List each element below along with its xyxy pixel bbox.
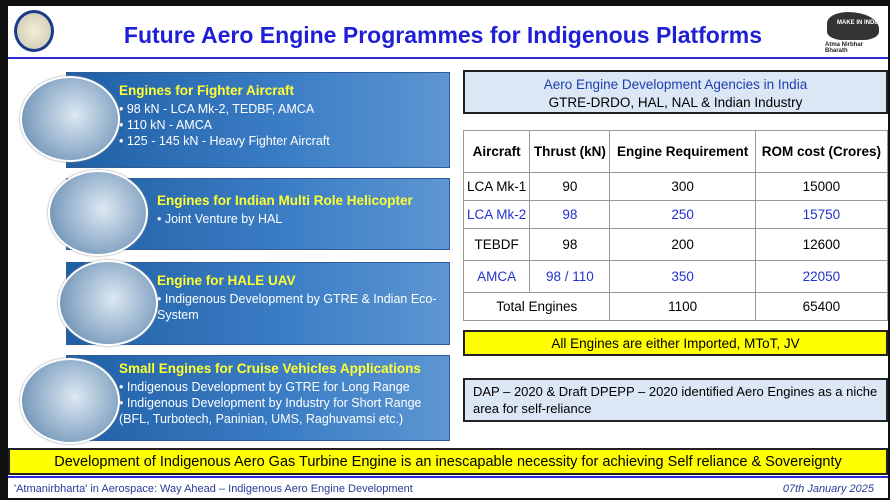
panel-fighter: Engines for Fighter Aircraft 98 kN - LCA… bbox=[66, 72, 450, 168]
agencies-box: Aero Engine Development Agencies in Indi… bbox=[463, 70, 888, 114]
footer-date: 07th January 2025 bbox=[782, 483, 874, 495]
make-in-india-logo: MAKE IN INDIA Atma Nirbhar Bharath bbox=[823, 8, 885, 54]
table-row: LCA Mk-1 90 300 15000 bbox=[462, 172, 889, 201]
dap-note: DAP – 2020 & Draft DPEPP – 2020 identifi… bbox=[463, 378, 888, 422]
fighter-aircraft-image bbox=[20, 76, 120, 162]
uav-image bbox=[58, 260, 158, 346]
cruise-missile-image bbox=[20, 358, 120, 444]
panel-cruise: Small Engines for Cruise Vehicles Applic… bbox=[66, 355, 450, 441]
table-row: TEBDF 98 200 12600 bbox=[462, 228, 889, 261]
helicopter-image bbox=[48, 170, 148, 256]
bottom-banner: Development of Indigenous Aero Gas Turbi… bbox=[8, 448, 888, 475]
title-divider bbox=[8, 57, 888, 59]
engine-table: Aircraft Thrust (kN) Engine Requirement ROM… bbox=[462, 130, 889, 321]
table-row: LCA Mk-2 98 250 15750 bbox=[462, 200, 889, 229]
table-row: AMCA 98 / 110 350 22050 bbox=[462, 260, 889, 293]
drdo-logo bbox=[14, 10, 54, 52]
engines-note: All Engines are either Imported, MToT, J… bbox=[463, 330, 888, 356]
page-title: Future Aero Engine Programmes for Indige… bbox=[123, 22, 763, 48]
slide: Future Aero Engine Programmes for Indige… bbox=[8, 6, 889, 498]
table-total-row: Total Engines 1100 65400 bbox=[462, 292, 889, 321]
footer: 'Atmanirbharta' in Aerospace: Way Ahead … bbox=[8, 476, 888, 498]
footer-title: 'Atmanirbharta' in Aerospace: Way Ahead … bbox=[14, 483, 413, 495]
